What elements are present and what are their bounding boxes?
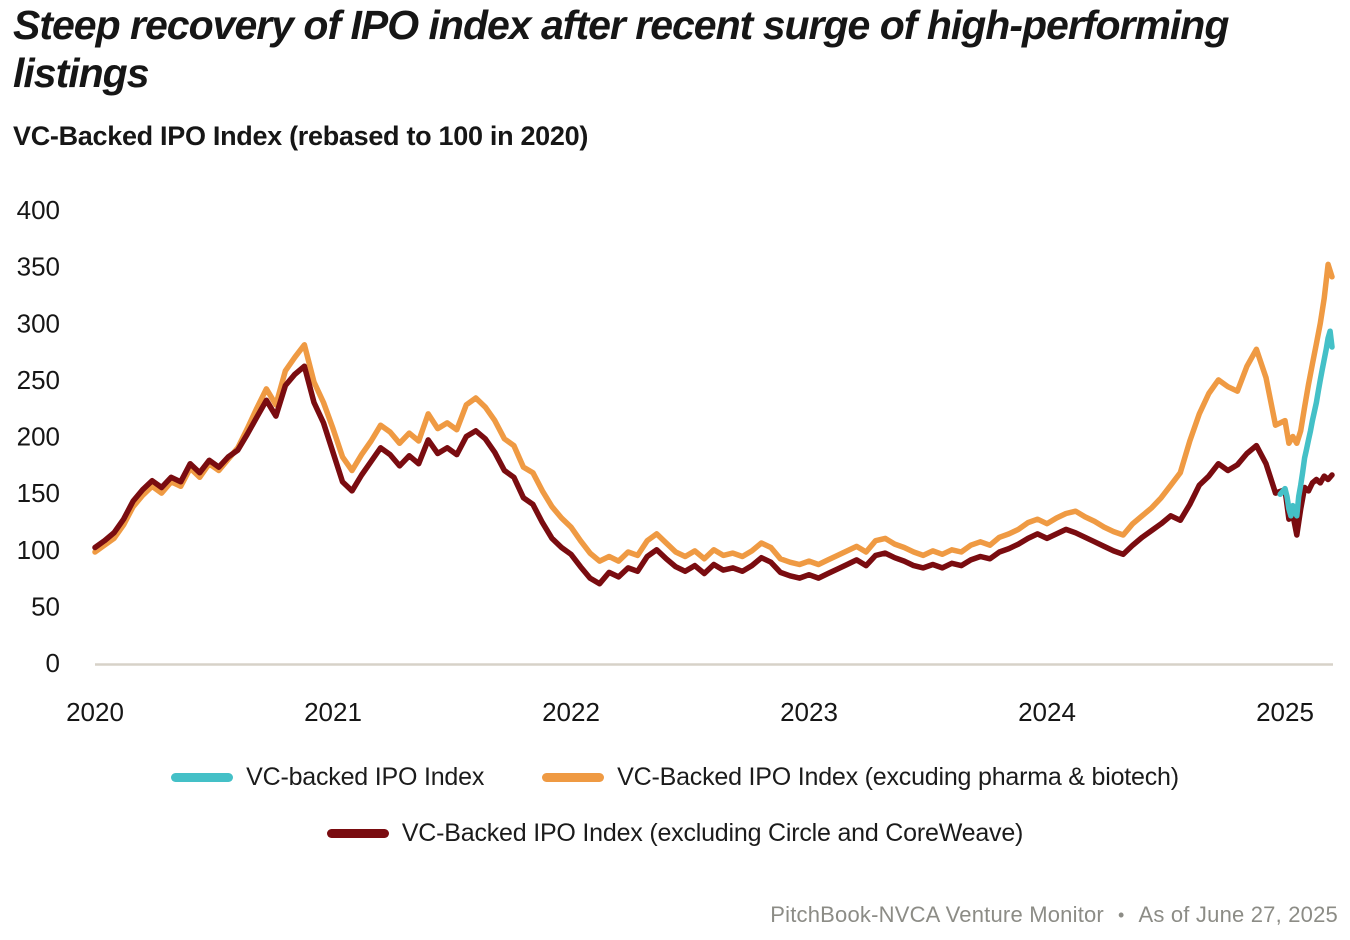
bullet-separator: •	[1117, 904, 1125, 925]
series-line-1	[92, 261, 1335, 568]
source-text: PitchBook-NVCA Venture Monitor	[770, 902, 1104, 927]
legend-label: VC-backed IPO Index	[246, 763, 485, 791]
legend-row-1: VC-backed IPO Index VC-Backed IPO Index …	[171, 763, 1179, 792]
y-tick-label: 250	[17, 365, 60, 395]
series-line-2	[92, 363, 1335, 587]
legend-row-2: VC-Backed IPO Index (excluding Circle an…	[326, 819, 1024, 848]
series-line-0	[1277, 328, 1335, 519]
y-tick-label: 150	[17, 478, 60, 508]
y-tick-label: 350	[17, 252, 60, 282]
orange-line-swatch-icon	[542, 773, 605, 782]
legend-item-ex-pharma-biotech: VC-Backed IPO Index (excuding pharma & b…	[542, 763, 1179, 792]
y-tick-label: 400	[17, 195, 60, 225]
y-tick-label: 200	[17, 422, 60, 452]
legend-item-vc-backed-ipo-index: VC-backed IPO Index	[171, 763, 484, 792]
y-tick-label: 100	[17, 535, 60, 565]
x-tick-label: 2022	[542, 697, 600, 727]
legend-item-ex-circle-coreweave: VC-Backed IPO Index (excluding Circle an…	[326, 819, 1024, 848]
source-attribution: PitchBook-NVCA Venture Monitor • As of J…	[770, 902, 1338, 928]
x-tick-label: 2023	[780, 697, 838, 727]
y-tick-label: 50	[31, 591, 60, 621]
maroon-line-swatch-icon	[326, 829, 389, 838]
as-of-date: As of June 27, 2025	[1138, 902, 1338, 927]
x-tick-label: 2021	[304, 697, 362, 727]
x-tick-label: 2024	[1018, 697, 1076, 727]
legend-label: VC-Backed IPO Index (excluding Circle an…	[401, 819, 1024, 847]
x-tick-label: 2020	[66, 697, 124, 727]
teal-line-swatch-icon	[171, 773, 234, 782]
y-tick-label: 0	[46, 648, 60, 678]
legend-label: VC-Backed IPO Index (excuding pharma & b…	[617, 763, 1179, 791]
chart-legend: VC-backed IPO Index VC-Backed IPO Index …	[0, 763, 1350, 848]
y-tick-label: 300	[17, 308, 60, 338]
chart-subtitle: VC-Backed IPO Index (rebased to 100 in 2…	[13, 121, 589, 151]
page-title: Steep recovery of IPO index after recent…	[13, 2, 1229, 96]
x-tick-label: 2025	[1256, 697, 1314, 727]
